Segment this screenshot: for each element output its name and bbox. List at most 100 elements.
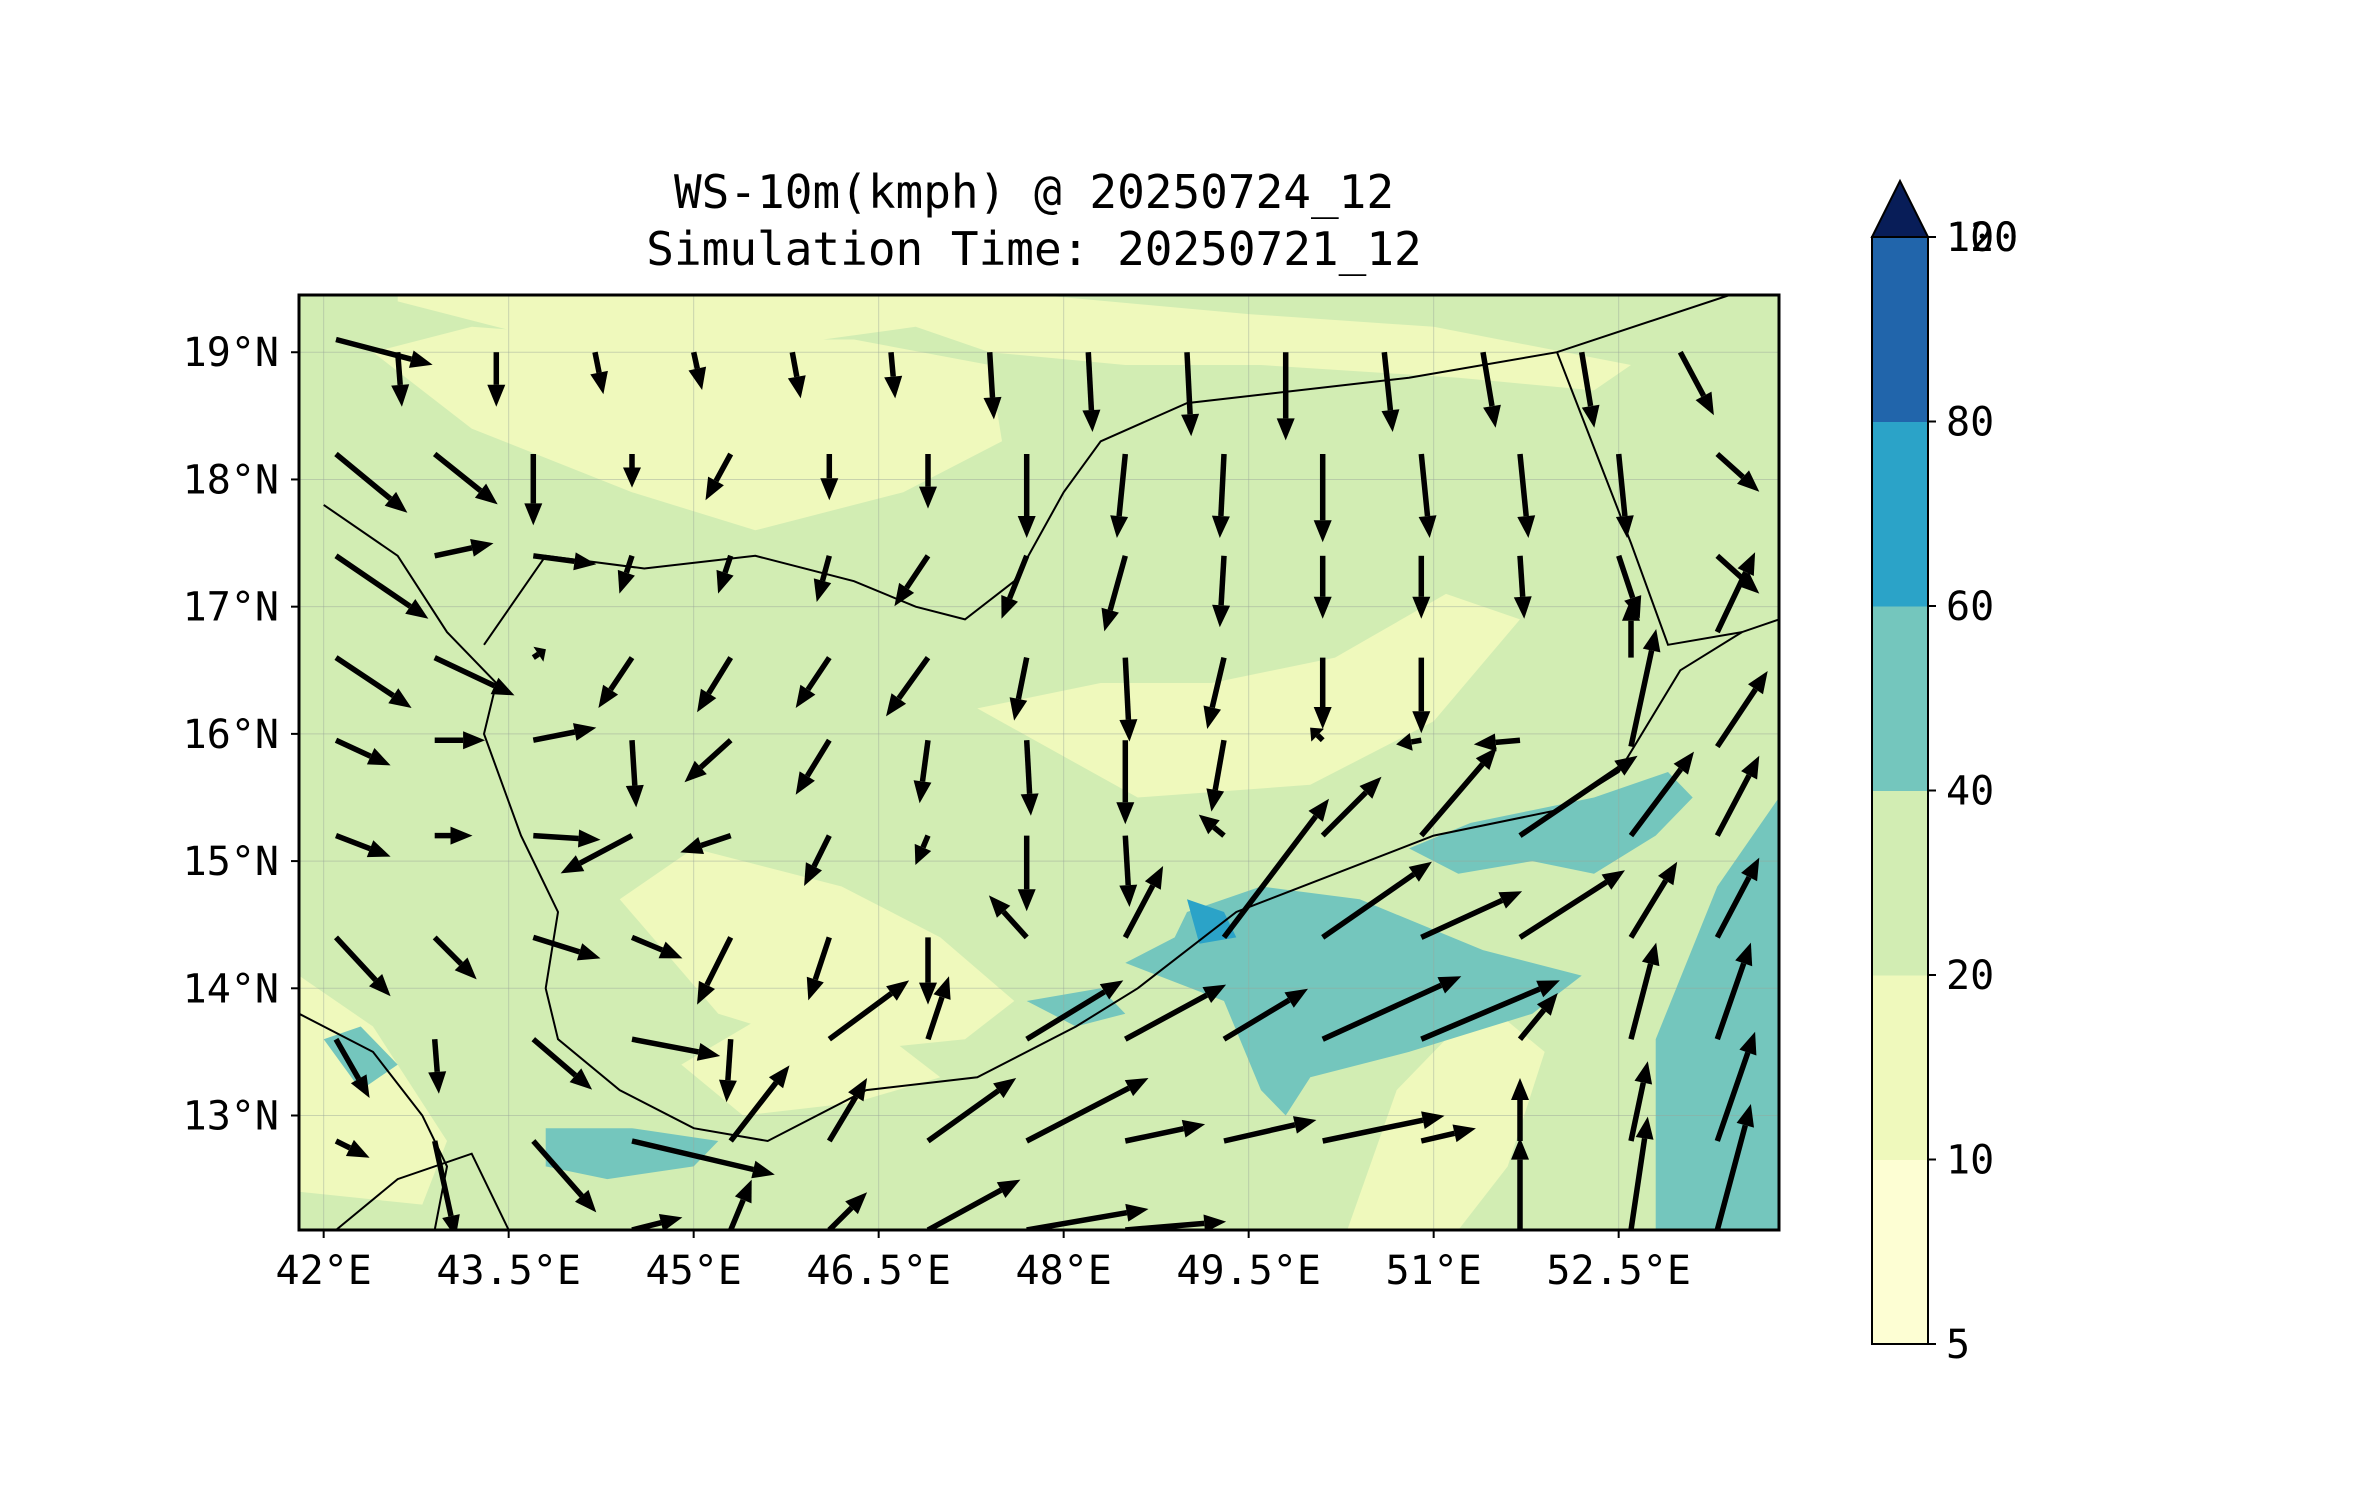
- colorbar-tick-label: 20: [1946, 953, 1994, 999]
- wind-arrow-head: [576, 943, 601, 961]
- map-area: [297, 293, 1781, 1232]
- wind-arrow-shaft: [592, 351, 602, 374]
- wind-arrow-shaft: [1628, 1082, 1646, 1142]
- wind-arrow-head: [1313, 707, 1332, 729]
- wind-arrow-head: [1412, 711, 1431, 734]
- speed-region-10-20-5: [1347, 1001, 1545, 1230]
- wind-arrow: [334, 1138, 370, 1158]
- wind-arrow-shaft: [1410, 737, 1422, 745]
- wind-arrow: [1412, 657, 1431, 734]
- wind-arrow: [884, 351, 903, 399]
- wind-arrow-shaft: [1714, 774, 1752, 837]
- wind-arrow-shaft: [1420, 897, 1504, 940]
- wind-arrow: [428, 1038, 447, 1094]
- wind-arrow: [1628, 629, 1661, 748]
- wind-arrow: [434, 826, 473, 845]
- wind-arrow-head: [894, 582, 915, 607]
- wind-arrow: [787, 351, 806, 399]
- wind-arrow-head: [1748, 671, 1768, 695]
- wind-arrow-shaft: [623, 554, 635, 574]
- wind-arrow-shaft: [725, 1039, 734, 1081]
- wind-arrow-shaft: [629, 740, 638, 786]
- wind-arrow-shaft: [1578, 351, 1594, 407]
- wind-arrow-head: [988, 895, 1011, 918]
- wind-arrow-head: [787, 375, 806, 399]
- wind-arrow-shaft: [533, 832, 579, 842]
- wind-arrow: [1480, 351, 1501, 428]
- wind-arrow: [705, 452, 734, 501]
- wind-arrow-shaft: [1480, 351, 1495, 407]
- wind-arrow-shaft: [1517, 1008, 1547, 1041]
- wind-arrow-head: [658, 941, 683, 959]
- wind-arrow: [697, 936, 734, 1005]
- wind-arrow: [433, 655, 515, 696]
- wind-arrow: [1313, 657, 1332, 729]
- map-frame: [297, 293, 1781, 1232]
- wind-arrow-head: [734, 1179, 752, 1204]
- wind-arrow-head: [1310, 727, 1324, 742]
- wind-arrow-shaft: [1212, 739, 1227, 791]
- wind-arrow: [1517, 453, 1536, 538]
- wind-arrow: [432, 1140, 460, 1230]
- speed-region-10-20-3: [619, 848, 1015, 1052]
- wind-arrow-head: [1642, 629, 1661, 653]
- wind-arrow: [391, 351, 410, 407]
- wind-arrow: [334, 553, 429, 619]
- wind-arrow-shaft: [1315, 733, 1325, 743]
- wind-arrow-shaft: [334, 451, 393, 501]
- wind-arrow: [333, 1037, 370, 1098]
- wind-arrow: [1677, 350, 1714, 416]
- wind-arrow: [1628, 1061, 1653, 1142]
- wind-arrow-head: [1284, 988, 1308, 1008]
- wind-arrow-shaft: [434, 545, 473, 559]
- wind-arrow: [1025, 980, 1124, 1042]
- lon-tick-label: 42°E: [276, 1248, 372, 1294]
- wind-arrow: [820, 454, 839, 501]
- wind-arrow-head: [463, 731, 486, 750]
- wind-arrow-shaft: [1023, 740, 1033, 795]
- wind-arrow-head: [688, 366, 707, 390]
- colorbar-tick-label: 10: [1946, 1138, 1994, 1184]
- wind-arrow-shaft: [1218, 555, 1227, 606]
- wind-arrow: [1518, 870, 1625, 940]
- wind-arrow-head: [369, 974, 391, 997]
- wind-arrow: [795, 656, 832, 708]
- wind-arrow-shaft: [1714, 571, 1749, 634]
- lon-tick-label: 45°E: [646, 1248, 742, 1294]
- wind-arrow-head: [697, 688, 717, 713]
- wind-arrow: [719, 1039, 737, 1103]
- wind-arrow-head: [845, 1192, 868, 1215]
- wind-arrow-shaft: [433, 655, 496, 689]
- border-line-4: [335, 1152, 510, 1230]
- wind-arrow-head: [391, 384, 410, 407]
- wind-arrow-head: [1313, 596, 1332, 619]
- wind-arrow: [590, 351, 608, 395]
- wind-arrow-head: [1634, 1061, 1653, 1085]
- wind-arrow-shaft: [728, 1081, 779, 1143]
- wind-arrow-head: [470, 539, 494, 557]
- wind-arrow: [1203, 656, 1227, 729]
- wind-arrow-head: [575, 1189, 597, 1213]
- colorbar-extend-arrow: [1870, 178, 1930, 238]
- wind-arrow-head: [1673, 751, 1694, 775]
- wind-arrow: [1320, 776, 1382, 838]
- wind-arrow: [983, 352, 1002, 420]
- wind-arrow-head: [1581, 404, 1600, 428]
- wind-arrow-head: [590, 370, 608, 395]
- wind-arrow-head: [1421, 1111, 1445, 1129]
- wind-arrow-head: [768, 1065, 790, 1089]
- lon-tick-label: 49.5°E: [1176, 1248, 1321, 1294]
- wind-arrow: [1221, 798, 1329, 940]
- wind-arrow: [926, 1179, 1021, 1230]
- wind-arrow-head: [804, 862, 822, 886]
- wind-arrow-shaft: [1025, 989, 1106, 1042]
- wind-arrow-head: [919, 486, 937, 509]
- wind-arrow: [1009, 657, 1030, 721]
- wind-arrow: [1313, 555, 1332, 619]
- wind-arrow: [1321, 861, 1432, 940]
- colorbar-segment: [1872, 237, 1928, 422]
- lat-tick-label: 18°N: [183, 457, 279, 503]
- wind-arrow-head: [1641, 942, 1660, 967]
- wind-arrow-head: [1437, 976, 1462, 994]
- border-line-2: [1556, 351, 1743, 646]
